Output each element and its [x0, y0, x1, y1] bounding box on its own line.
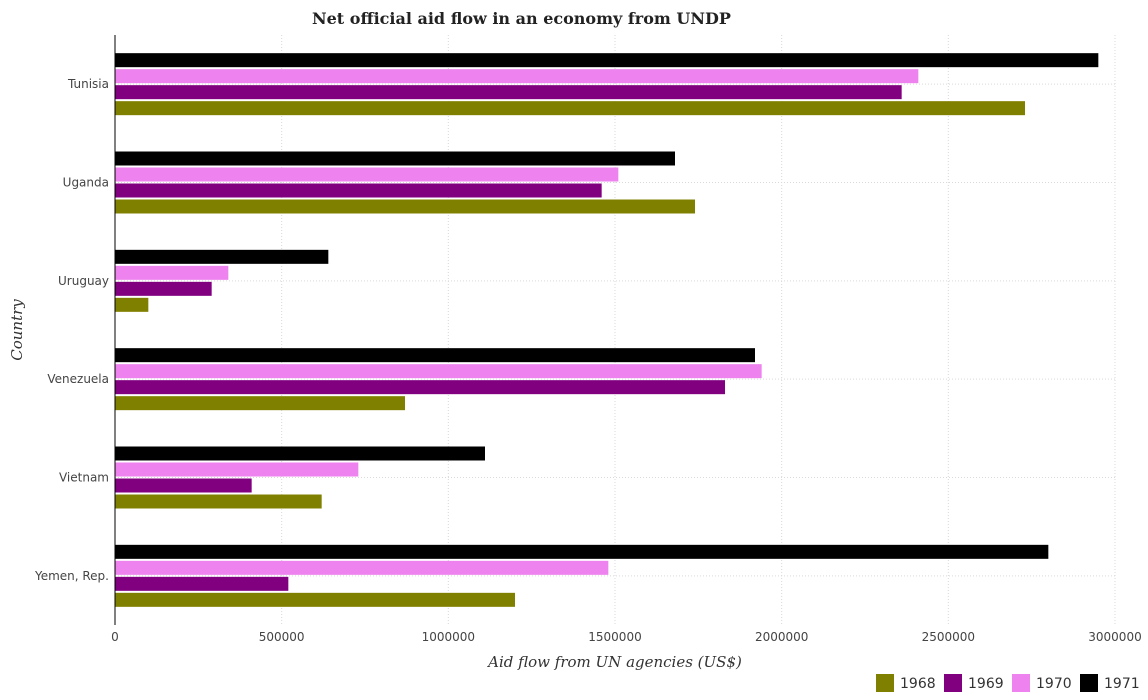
y-tick-labels: Tunisia Uganda Uruguay Venezuela Vietnam Yeme… [34, 77, 109, 583]
y-tick-label: Yemen, Rep. [34, 569, 109, 583]
x-tick-label: 1000000 [422, 630, 475, 644]
legend-label: 1970 [1036, 676, 1072, 692]
bar-yemen-rep--1969 [115, 576, 289, 591]
x-tick-label: 2000000 [755, 630, 808, 644]
legend-swatch [876, 674, 894, 692]
y-axis-label: Country [8, 299, 26, 361]
bar-venezuela-1970 [115, 364, 762, 379]
bar-uruguay-1971 [115, 249, 329, 264]
bar-uganda-1970 [115, 167, 619, 182]
legend-label: 1968 [900, 676, 936, 692]
x-tick-label: 1500000 [588, 630, 641, 644]
bar-tunisia-1971 [115, 53, 1099, 68]
bar-uganda-1969 [115, 183, 602, 198]
y-tick-label: Venezuela [47, 372, 109, 386]
chart-title: Net official aid flow in an economy from… [312, 9, 731, 28]
x-tick-label: 500000 [259, 630, 305, 644]
y-tick-label: Vietnam [59, 471, 109, 485]
bar-yemen-rep--1970 [115, 560, 609, 575]
bar-uruguay-1970 [115, 265, 229, 280]
bar-uganda-1968 [115, 199, 695, 214]
bar-vietnam-1968 [115, 494, 322, 509]
bar-uruguay-1969 [115, 281, 212, 296]
bar-venezuela-1969 [115, 380, 725, 395]
bar-uruguay-1968 [115, 297, 149, 312]
bar-tunisia-1969 [115, 85, 902, 100]
y-tick-label: Tunisia [67, 77, 109, 91]
bars [115, 53, 1099, 607]
legend-swatch [1012, 674, 1030, 692]
y-tick-label: Uganda [63, 176, 109, 190]
bar-vietnam-1970 [115, 462, 359, 477]
legend-label: 1969 [968, 676, 1004, 692]
bar-vietnam-1971 [115, 446, 485, 461]
x-axis-label: Aid flow from UN agencies (US$) [486, 653, 742, 671]
x-tick-label: 2500000 [922, 630, 975, 644]
x-tick-label: 3000000 [1088, 630, 1141, 644]
bar-venezuela-1968 [115, 396, 405, 411]
legend-swatch [1080, 674, 1098, 692]
bar-yemen-rep--1971 [115, 544, 1049, 559]
bar-tunisia-1968 [115, 101, 1025, 116]
x-tick-label: 0 [111, 630, 119, 644]
bar-vietnam-1969 [115, 478, 252, 493]
bar-uganda-1971 [115, 151, 675, 166]
legend-label: 1971 [1104, 676, 1140, 692]
x-tick-labels: 0 500000 1000000 1500000 2000000 2500000 30000… [111, 630, 1142, 644]
y-tick-label: Uruguay [58, 274, 109, 288]
legend-swatch [944, 674, 962, 692]
legend: 1968 1969 1970 1971 [876, 674, 1140, 692]
bar-tunisia-1970 [115, 69, 919, 84]
bar-yemen-rep--1968 [115, 592, 515, 607]
bar-venezuela-1971 [115, 348, 755, 363]
